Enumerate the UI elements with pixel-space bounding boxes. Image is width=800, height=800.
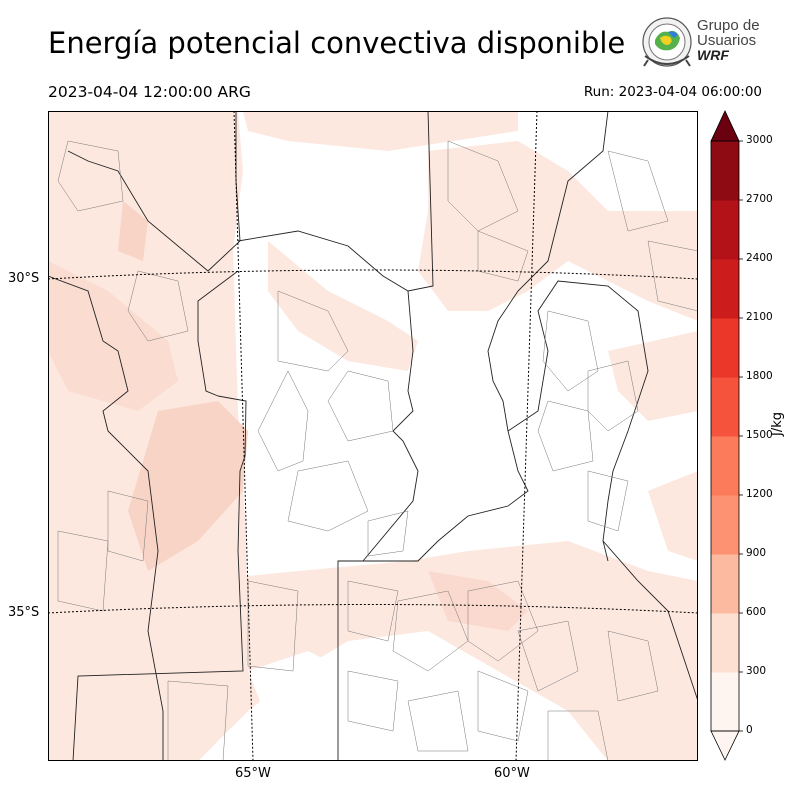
colorbar-extend-top (710, 110, 740, 142)
colorbar-band (711, 141, 739, 201)
map-panel[interactable] (48, 111, 698, 761)
colorbar-tick-label: 1800 (746, 370, 773, 382)
lat-label-35s: 35°S (8, 605, 40, 620)
colorbar-tick-label: 3000 (746, 134, 773, 146)
colorbar-tick-label: 1200 (746, 488, 773, 500)
colorbar-tick-label: 2700 (746, 193, 773, 205)
lon-label-65w: 65°W (235, 766, 271, 781)
colorbar-tick-label: 600 (746, 606, 767, 618)
colorbar-tick-label: 2400 (746, 252, 773, 264)
colorbar-band (711, 672, 739, 732)
valid-time: 2023-04-04 12:00:00 ARG (48, 83, 251, 101)
logo-line2: Usuarios (697, 32, 757, 49)
cape-field (48, 111, 698, 761)
colorbar-band (711, 436, 739, 496)
map-frame (48, 111, 698, 761)
colorbar-tick-label: 300 (746, 665, 767, 677)
logo-line1: Grupo de (697, 17, 760, 34)
colorbar-unit: J/kg (770, 412, 785, 436)
colorbar-band (711, 495, 739, 555)
colorbar-tick-label: 900 (746, 547, 767, 559)
logo-line3: WRF (697, 47, 729, 63)
colorbar-band (711, 613, 739, 673)
colorbar-band (711, 318, 739, 378)
colorbar-band (711, 259, 739, 319)
colorbar-extend-bottom (710, 730, 740, 761)
lon-label-60w: 60°W (494, 766, 530, 781)
graticule (48, 111, 698, 761)
lat-label-30s: 30°S (8, 271, 40, 286)
run-time: Run: 2023-04-04 06:00:00 (583, 84, 762, 100)
logo-text: Grupo de Usuarios WRF (697, 18, 760, 63)
map-title: Energía potencial convectiva disponible (48, 26, 626, 60)
colorbar-tick-label: 1500 (746, 429, 773, 441)
logo-globe-icon (642, 17, 692, 67)
province-borders (48, 111, 698, 761)
colorbar-tick-label: 0 (746, 724, 753, 736)
department-borders (57, 140, 698, 761)
colorbar-band (711, 554, 739, 614)
colorbar-band (711, 377, 739, 437)
colorbar (710, 110, 743, 761)
colorbar-tick-label: 2100 (746, 311, 773, 323)
wrf-logo: Grupo de Usuarios WRF (638, 16, 768, 72)
colorbar-band (711, 200, 739, 260)
